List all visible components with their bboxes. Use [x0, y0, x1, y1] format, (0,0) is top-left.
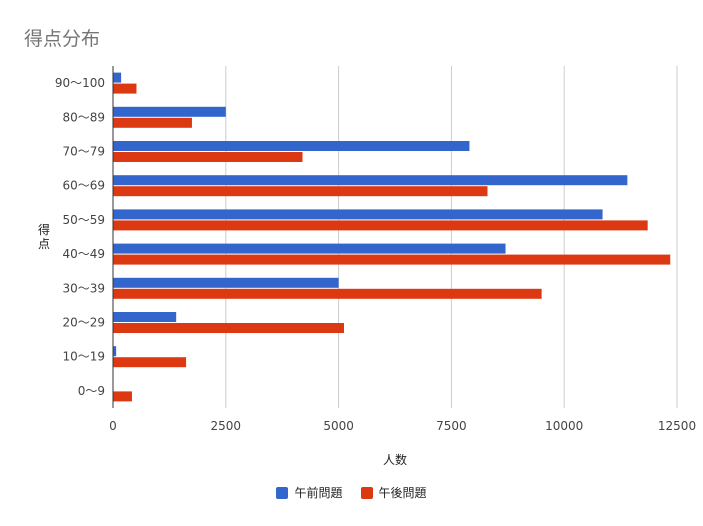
chart-title: 得点分布 — [24, 28, 101, 50]
bar-pm[interactable] — [113, 323, 345, 333]
y-tick-label: 60〜69 — [62, 179, 105, 193]
x-tick-label: 5000 — [323, 419, 354, 433]
y-axis-title: 得点 — [38, 222, 50, 251]
y-tick-label: 70〜79 — [62, 145, 105, 159]
bar-pm[interactable] — [113, 357, 187, 368]
legend-swatch-pm — [360, 486, 373, 499]
x-tick-label: 7500 — [436, 419, 467, 433]
legend-item-pm[interactable]: 午後問題 — [360, 484, 427, 501]
x-tick-label: 12500 — [658, 419, 696, 433]
x-axis-title: 人数 — [383, 452, 407, 467]
bar-pm[interactable] — [113, 152, 303, 162]
legend-label-pm: 午後問題 — [378, 486, 427, 500]
bar-am[interactable] — [113, 243, 506, 254]
bar-am[interactable] — [113, 277, 339, 288]
x-tick-label: 10000 — [545, 419, 583, 433]
bar-am[interactable] — [113, 175, 628, 186]
y-tick-label: 90〜100 — [55, 76, 105, 90]
bar-pm[interactable] — [113, 288, 542, 299]
x-tick-label: 0 — [109, 419, 117, 433]
legend-item-am[interactable]: 午前問題 — [276, 484, 343, 501]
bar-am[interactable] — [113, 209, 603, 220]
bar-am[interactable] — [113, 72, 122, 83]
y-tick-label: 40〜49 — [62, 247, 105, 261]
bar-am[interactable] — [113, 106, 226, 117]
y-tick-label: 0〜9 — [78, 384, 105, 398]
bar-pm[interactable] — [113, 117, 192, 128]
bar-pm[interactable] — [113, 186, 488, 197]
bar-am[interactable] — [113, 346, 117, 357]
y-tick-label: 20〜29 — [62, 316, 105, 330]
legend-swatch-am — [276, 486, 289, 499]
bar-am[interactable] — [113, 141, 470, 151]
y-tick-label: 80〜89 — [62, 110, 105, 124]
legend: 午前問題 午後問題 — [0, 484, 703, 501]
y-tick-label: 30〜39 — [62, 281, 105, 295]
bar-am[interactable] — [113, 312, 177, 322]
legend-label-am: 午前問題 — [294, 486, 343, 500]
bar-pm[interactable] — [113, 220, 648, 231]
x-tick-label: 2500 — [211, 419, 242, 433]
y-tick-label: 50〜59 — [62, 213, 105, 227]
bar-pm[interactable] — [113, 391, 132, 402]
bar-pm[interactable] — [113, 83, 137, 94]
bar-pm[interactable] — [113, 254, 671, 265]
y-tick-label: 10〜19 — [62, 350, 105, 364]
